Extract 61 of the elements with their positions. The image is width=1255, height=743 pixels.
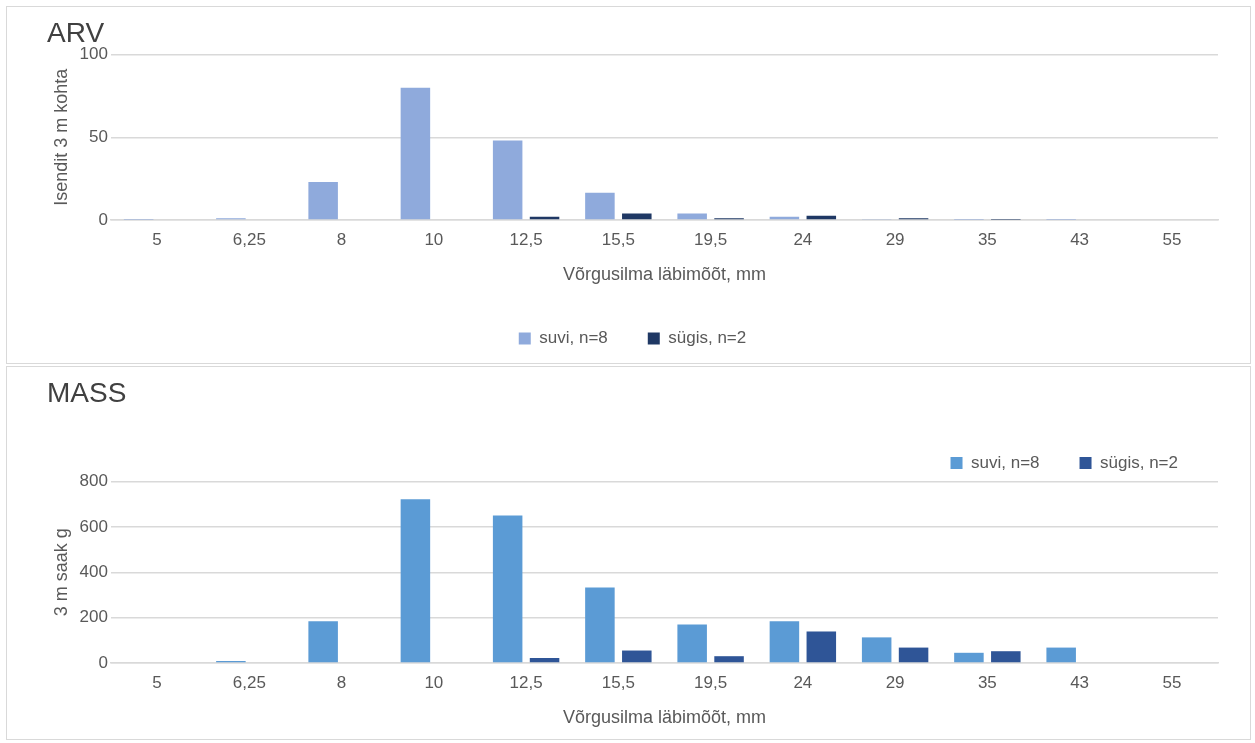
y-tick-label: 0: [98, 652, 108, 672]
x-tick-label: 8: [336, 672, 347, 692]
bar: [400, 499, 431, 663]
bar: [400, 87, 431, 220]
bar: [308, 181, 338, 220]
bar: [769, 621, 800, 663]
bar: [898, 647, 929, 663]
x-tick-label: 8: [336, 229, 347, 249]
bar: [861, 637, 892, 663]
legend-label: suvi, n=8: [971, 452, 1040, 472]
y-tick-label: 0: [98, 209, 108, 229]
x-axis-title: Võrgusilma läbimõõt, mm: [562, 707, 767, 728]
bar: [677, 624, 707, 663]
y-tick-label: 400: [79, 561, 108, 581]
x-tick-label: 24: [793, 672, 813, 692]
bar: [954, 652, 984, 663]
bar: [492, 140, 523, 220]
x-tick-label: 15,5: [601, 672, 635, 692]
x-tick-label: 15,5: [601, 229, 635, 249]
x-axis-title: Võrgusilma läbimõõt, mm: [562, 264, 767, 285]
x-tick-label: 29: [885, 672, 905, 692]
x-tick-label: 10: [424, 672, 444, 692]
y-axis-title: 3 m saak g: [50, 528, 71, 617]
bar: [585, 192, 615, 220]
bar: [714, 656, 744, 663]
bar: [991, 651, 1021, 663]
x-tick-label: 19,5: [694, 229, 728, 249]
x-tick-label: 12,5: [509, 229, 543, 249]
bar: [622, 213, 652, 220]
x-tick-label: 5: [152, 672, 162, 692]
x-tick-label: 43: [1070, 672, 1090, 692]
x-tick-label: 24: [793, 229, 813, 249]
x-tick-label: 5: [152, 229, 162, 249]
bar: [585, 587, 615, 663]
legend-label: suvi, n=8: [539, 328, 608, 348]
bar: [806, 631, 837, 663]
x-tick-label: 10: [424, 229, 444, 249]
x-tick-label: 55: [1162, 229, 1182, 249]
legend-label: sügis, n=2: [668, 328, 747, 348]
bar: [529, 658, 560, 663]
y-tick-label: 800: [79, 471, 108, 491]
legend-label: sügis, n=2: [1100, 452, 1179, 472]
y-axis-title: Isendit 3 m kohta: [50, 67, 71, 206]
bar: [677, 213, 707, 220]
x-tick-label: 35: [977, 229, 997, 249]
x-tick-label: 12,5: [509, 672, 543, 692]
x-tick-label: 6,25: [232, 672, 266, 692]
x-tick-label: 43: [1070, 229, 1090, 249]
x-tick-label: 55: [1162, 672, 1182, 692]
x-tick-label: 35: [977, 672, 997, 692]
chart-title: MASS: [47, 376, 127, 408]
x-tick-label: 29: [885, 229, 905, 249]
bar: [492, 515, 523, 663]
y-tick-label: 50: [89, 126, 108, 146]
bar: [1046, 647, 1076, 663]
y-tick-label: 600: [79, 516, 108, 536]
x-tick-label: 6,25: [232, 229, 266, 249]
bar: [308, 621, 338, 663]
y-tick-label: 200: [79, 607, 108, 627]
x-tick-label: 19,5: [694, 672, 728, 692]
bar: [622, 650, 652, 663]
